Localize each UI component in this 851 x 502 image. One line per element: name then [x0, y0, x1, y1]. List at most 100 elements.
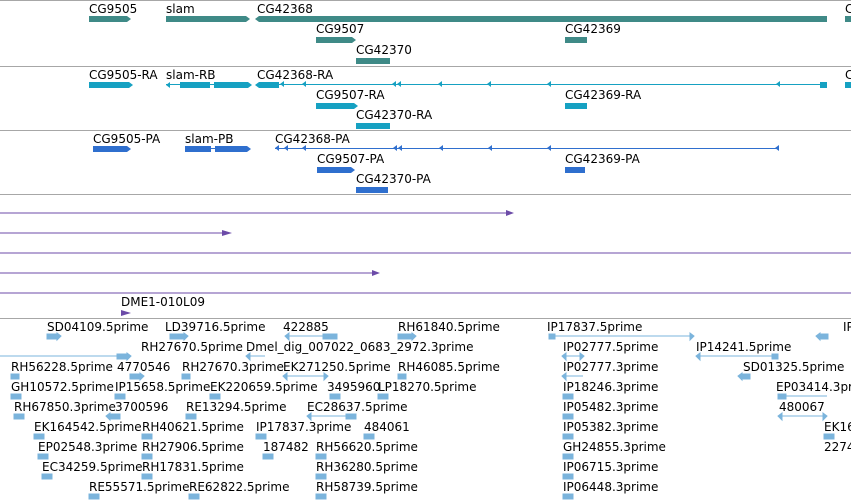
est-label[interactable]: IP18246.3prime [563, 380, 659, 394]
est-label-cut[interactable]: EK16 [824, 420, 851, 434]
est-label[interactable]: GH24855.3prime [563, 440, 666, 454]
track-divider [0, 66, 851, 67]
est-label[interactable]: SD01325.5prime [743, 360, 845, 374]
gene-feature-slam[interactable] [166, 16, 246, 22]
transcript-feature-cg42370-ra[interactable] [356, 123, 390, 129]
est-label[interactable]: 480067 [779, 400, 825, 414]
est-label[interactable]: SD04109.5prime [47, 320, 149, 334]
est-label[interactable]: RH67850.3prime [14, 400, 116, 414]
transcript-intron [259, 84, 827, 85]
gene-label: CG42368 [257, 2, 313, 16]
protein-label: CG42370-PA [356, 172, 431, 186]
est-label[interactable]: IP05482.3prime [563, 400, 659, 414]
est-label[interactable]: IP02777.5prime [563, 340, 659, 354]
est-label[interactable]: EC34259.5prime [42, 460, 143, 474]
transcript-label: CG42368-RA [257, 68, 334, 82]
protein-label: slam-PB [185, 132, 234, 146]
protein-feature-cg9507-pa[interactable] [317, 167, 351, 173]
track-divider [0, 0, 851, 1]
est-label[interactable]: RH17831.5prime [142, 460, 244, 474]
gene-label: slam [166, 2, 195, 16]
transcript-label: CG42369-RA [565, 88, 642, 102]
protein-feature-slam-pb[interactable] [215, 146, 247, 152]
est-label[interactable]: EK164542.5prime [34, 420, 142, 434]
protein-feature-cg42369-pa[interactable] [565, 167, 585, 173]
est-label[interactable]: RE13294.5prime [186, 400, 287, 414]
est-label[interactable]: RH27670.3prime [182, 360, 284, 374]
est-label[interactable]: IP02777.3prime [563, 360, 659, 374]
protein-intron [275, 148, 779, 149]
transcript-feature-cut[interactable] [845, 82, 851, 88]
est-label[interactable]: RH46085.5prime [398, 360, 500, 374]
transcript-label-cut: C [845, 68, 851, 82]
protein-feature-cg42370-pa[interactable] [356, 187, 388, 193]
est-label[interactable]: RH27906.5prime [142, 440, 244, 454]
protein-label: CG42368-PA [275, 132, 350, 146]
est-label[interactable]: RH56228.5prime [11, 360, 113, 374]
est-label[interactable]: EK220659.5prime [210, 380, 318, 394]
gene-feature-cut[interactable] [845, 16, 851, 22]
est-label[interactable]: RE62822.5prime [189, 480, 290, 494]
est-label[interactable]: 484061 [364, 420, 410, 434]
gene-label: CG9507 [316, 22, 365, 36]
est-label[interactable]: RE55571.5prime [89, 480, 190, 494]
est-label[interactable]: RH36280.5prime [316, 460, 418, 474]
est-label-cut[interactable]: IP [843, 320, 851, 334]
gene-label: CG9505 [89, 2, 138, 16]
transcript-label: CG42370-RA [356, 108, 433, 122]
gene-feature-cg9507[interactable] [316, 37, 352, 43]
gene-feature-cg42369[interactable] [565, 37, 587, 43]
est-label[interactable]: IP06715.3prime [563, 460, 659, 474]
transcript-feature-slam-rb[interactable] [180, 82, 210, 88]
est-label[interactable]: 422885 [283, 320, 329, 334]
est-label[interactable]: RH58739.5prime [316, 480, 418, 494]
gene-feature-cg42368[interactable] [259, 16, 827, 22]
track-divider [0, 318, 851, 319]
est-label[interactable]: GH10572.5prime [11, 380, 114, 394]
est-label[interactable]: EC28637.5prime [307, 400, 408, 414]
transcript-feature-cg42368-ra[interactable] [259, 82, 279, 88]
est-label[interactable]: RH61840.5prime [398, 320, 500, 334]
est-label[interactable]: 3700596 [115, 400, 169, 414]
transcript-feature-cg42369-ra[interactable] [565, 103, 587, 109]
est-label[interactable]: IP05382.3prime [563, 420, 659, 434]
est-label[interactable]: IP14241.5prime [696, 340, 792, 354]
track-divider [0, 130, 851, 131]
est-label[interactable]: IP15658.5prime [115, 380, 211, 394]
est-label[interactable]: LD39716.5prime [165, 320, 266, 334]
transcript-label: CG9505-RA [89, 68, 158, 82]
est-label[interactable]: 3495960 [327, 380, 381, 394]
transcript-feature-slam-rb[interactable] [214, 82, 248, 88]
est-label[interactable]: Dmel_dig_007022_0683_2972.3prime [246, 340, 474, 354]
est-label[interactable]: EP02548.3prime [38, 440, 138, 454]
transcript-feature-end[interactable] [820, 82, 827, 88]
est-label[interactable]: IP17837.5prime [547, 320, 643, 334]
est-label[interactable]: 187482 [263, 440, 309, 454]
est-label[interactable]: 4770546 [117, 360, 171, 374]
est-label[interactable]: RH56620.5prime [316, 440, 418, 454]
est-label[interactable]: EP03414.3prime [776, 380, 851, 394]
gene-feature-cg42370[interactable] [356, 58, 390, 64]
transcript-feature-cg9505-ra[interactable] [89, 82, 129, 88]
est-label[interactable]: RH40621.5prime [142, 420, 244, 434]
transcript-label: CG9507-RA [316, 88, 385, 102]
protein-feature-slam-pb[interactable] [185, 146, 211, 152]
protein-label: CG9507-PA [317, 152, 385, 166]
gene-feature-cg9505[interactable] [89, 16, 127, 22]
transcript-label: slam-RB [166, 68, 216, 82]
est-label[interactable]: IP06448.3prime [563, 480, 659, 494]
est-label[interactable]: IP17837.3prime [256, 420, 352, 434]
est-label-cut[interactable]: 2274 [824, 440, 851, 454]
transcript-feature-cg9507-ra[interactable] [316, 103, 354, 109]
est-label[interactable]: RH27670.5prime [141, 340, 243, 354]
est-label[interactable]: EK271250.5prime [283, 360, 391, 374]
gene-label: CG42370 [356, 43, 412, 57]
gene-label: CG42369 [565, 22, 621, 36]
protein-feature-cg9505-pa[interactable] [93, 146, 127, 152]
protein-label: CG42369-PA [565, 152, 640, 166]
clone-label: DME1-010L09 [121, 295, 205, 309]
gene-label-cut: C [845, 2, 851, 16]
est-label[interactable]: LP18270.5prime [378, 380, 477, 394]
